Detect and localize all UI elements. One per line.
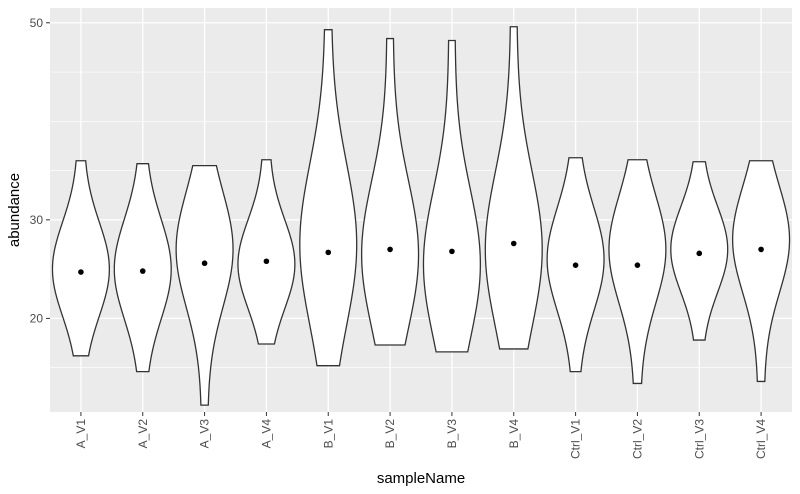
mean-point-B_V2 [387, 246, 393, 253]
mean-point-B_V4 [510, 240, 517, 247]
x-tick-label: B_V3 [445, 419, 459, 449]
x-tick-label: Ctrl_V4 [754, 419, 768, 459]
mean-points [78, 240, 764, 275]
x-tick-label: Ctrl_V2 [630, 419, 644, 459]
violin-A_V2 [113, 163, 172, 373]
mean-point-Ctrl_V3 [696, 250, 703, 257]
x-axis-ticks: A_V1 A_V2 A_V3 A_V4 B_V1 B_V2 B_V3 B_V4 Ctrl_V1 C… [74, 412, 768, 459]
violin-A_V1 [51, 160, 111, 357]
y-axis-ticks: 20 30 50 [30, 16, 50, 325]
mean-point-A_V3 [201, 260, 208, 267]
mean-point-Ctrl_V4 [758, 246, 764, 253]
y-tick-label: 30 [30, 213, 44, 227]
violin-A_V4 [237, 159, 296, 345]
violin-A_V3 [175, 165, 234, 406]
x-tick-label: B_V2 [383, 419, 397, 449]
x-tick-label: B_V4 [507, 419, 521, 449]
violin-B_V4 [484, 26, 543, 350]
plot-panel [50, 8, 792, 412]
x-tick-label: Ctrl_V3 [692, 419, 706, 459]
mean-point-B_V1 [325, 249, 332, 256]
y-tick-label: 20 [30, 311, 44, 325]
x-axis-title: sampleName [377, 470, 465, 487]
mean-point-A_V1 [78, 269, 84, 275]
x-tick-label: B_V1 [321, 419, 335, 449]
y-axis-title: abundance [6, 173, 23, 247]
minor-gridlines [50, 71, 792, 368]
violin-Ctrl_V4 [731, 160, 791, 383]
x-tick-label: A_V1 [74, 419, 88, 449]
x-tick-label: Ctrl_V1 [569, 419, 583, 459]
violin-Ctrl_V2 [608, 159, 667, 385]
mean-point-A_V2 [139, 268, 146, 274]
x-tick-label: A_V3 [198, 419, 212, 449]
mean-point-B_V3 [449, 248, 455, 255]
violin-B_V3 [422, 39, 482, 353]
mean-point-Ctrl_V1 [572, 262, 579, 268]
mean-point-Ctrl_V2 [634, 262, 641, 268]
mean-point-A_V4 [263, 258, 270, 265]
x-tick-label: A_V4 [259, 419, 273, 449]
violin-B_V2 [360, 37, 420, 346]
violin-B_V1 [299, 29, 358, 367]
y-tick-label: 50 [30, 16, 44, 30]
x-tick-label: A_V2 [136, 419, 150, 449]
violins [51, 26, 791, 406]
